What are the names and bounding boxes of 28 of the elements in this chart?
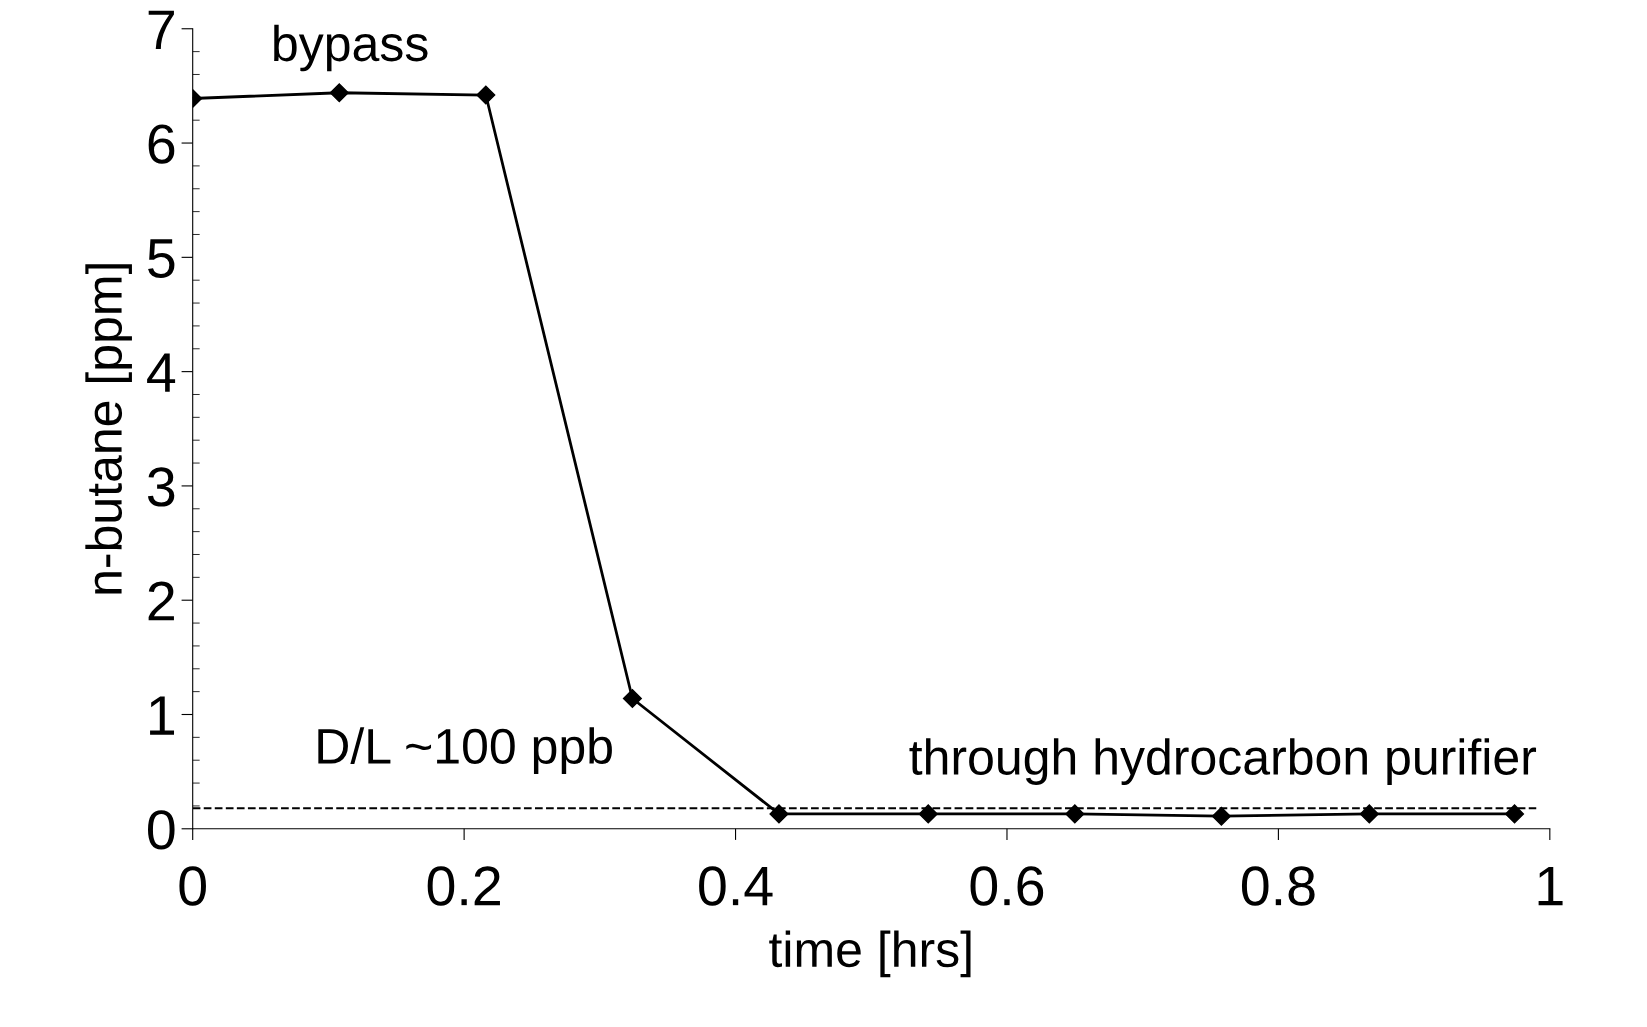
y-tick-label: 4 <box>147 353 176 392</box>
annotation: bypass <box>274 24 428 72</box>
y-tick-label: 2 <box>148 581 174 621</box>
point <box>1065 804 1085 824</box>
x-tick-label: 0.2 <box>427 866 500 906</box>
y-tick-label: 7 <box>148 10 174 49</box>
point <box>1505 804 1525 824</box>
x-tick-label: 0.8 <box>1241 866 1315 906</box>
ref-line-label: D/L ~100 ppb <box>318 727 612 774</box>
y-tick-label: 5 <box>148 239 175 279</box>
y-tick-label: 3 <box>147 467 175 507</box>
point <box>1211 806 1231 826</box>
point <box>329 83 349 103</box>
y-tick-label: 1 <box>150 696 175 735</box>
point <box>622 688 642 709</box>
point <box>769 804 789 824</box>
x-tick-label: 0.4 <box>699 866 773 906</box>
x-axis-title: time [hrs] <box>769 930 971 978</box>
x-tick-label: 0.6 <box>970 866 1044 906</box>
y-tick-label: 0 <box>148 810 175 850</box>
y-axis-title: n-butane [ppm] <box>85 264 132 594</box>
y-tick-label: 6 <box>148 124 175 164</box>
annotation: through hydrocarbon purifier <box>909 738 1537 785</box>
x-tick-label: 0 <box>179 866 206 906</box>
point <box>1359 804 1379 824</box>
x-tick-label: 1 <box>1538 866 1563 906</box>
point <box>476 85 496 105</box>
point <box>918 804 938 824</box>
